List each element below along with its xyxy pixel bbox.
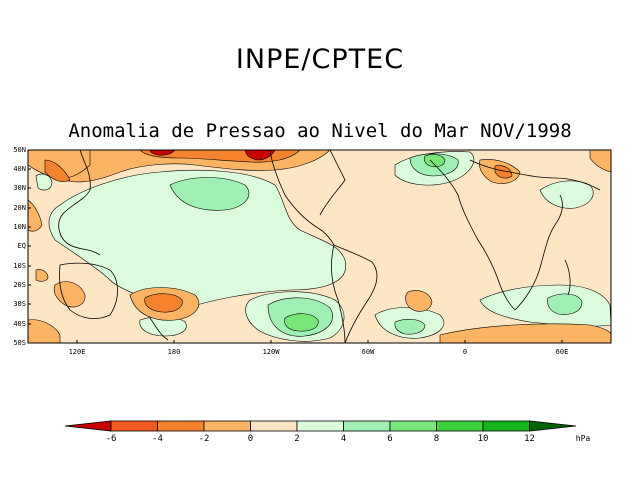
- colorbar-tick-label: 8: [433, 434, 440, 444]
- colorbar-min-arrow: [64, 420, 112, 432]
- colorbar-tick-label: -4: [152, 434, 163, 444]
- lat-ticks: [28, 149, 31, 344]
- colorbar-segment: [110, 420, 158, 432]
- lat-label: 30S: [13, 300, 26, 308]
- lon-label: 120W: [262, 348, 280, 356]
- lon-label: 0: [462, 348, 468, 356]
- colorbar: [64, 420, 577, 432]
- lat-label: 20N: [13, 204, 26, 212]
- colorbar-segment: [436, 420, 484, 432]
- lat-label: 40N: [13, 165, 26, 173]
- colorbar-unit: hPa: [575, 434, 591, 443]
- colorbar-max-arrow: [529, 420, 577, 432]
- colorbar-segment: [157, 420, 205, 432]
- lon-label: 60E: [555, 348, 569, 356]
- lat-label: 20S: [13, 281, 26, 289]
- colorbar-tick-label: 10: [477, 434, 489, 444]
- colorbar-tick-label: 6: [387, 434, 393, 444]
- coastlines: [58, 150, 601, 343]
- lat-label: 10N: [13, 223, 26, 231]
- page-title: INPE/CPTEC: [235, 44, 405, 75]
- negative-anomaly-below-6: [149, 150, 276, 161]
- lon-label: 120E: [68, 348, 86, 356]
- colorbar-tick-label: 0: [247, 434, 254, 444]
- colorbar-tick-label: 12: [524, 434, 535, 444]
- lon-label: 60W: [361, 348, 375, 356]
- colorbar-segment: [250, 420, 298, 432]
- colorbar-segment: [296, 420, 344, 432]
- colorbar-segment: [389, 420, 437, 432]
- lat-label: 10S: [13, 262, 26, 270]
- map-title: Anomalia de Pressao ao Nivel do Mar NOV/…: [68, 120, 572, 142]
- colorbar-segment: [203, 420, 251, 432]
- colorbar-tick-label: -6: [105, 434, 117, 444]
- lat-label: 30N: [13, 184, 26, 192]
- colorbar-segment: [482, 420, 530, 432]
- lat-label: EQ: [17, 242, 26, 250]
- lat-label: 50S: [13, 339, 26, 347]
- lon-label: 180: [167, 348, 181, 356]
- positive-anomaly-4to6: [284, 154, 446, 332]
- colorbar-tick-label: 2: [294, 434, 300, 444]
- lat-label: 40S: [13, 320, 26, 328]
- colorbar-tick-label: 4: [340, 434, 347, 444]
- colorbar-tick-label: -2: [198, 434, 210, 444]
- lon-ticks: [76, 340, 563, 343]
- lat-label: 50N: [13, 146, 26, 154]
- colorbar-segment: [343, 420, 391, 432]
